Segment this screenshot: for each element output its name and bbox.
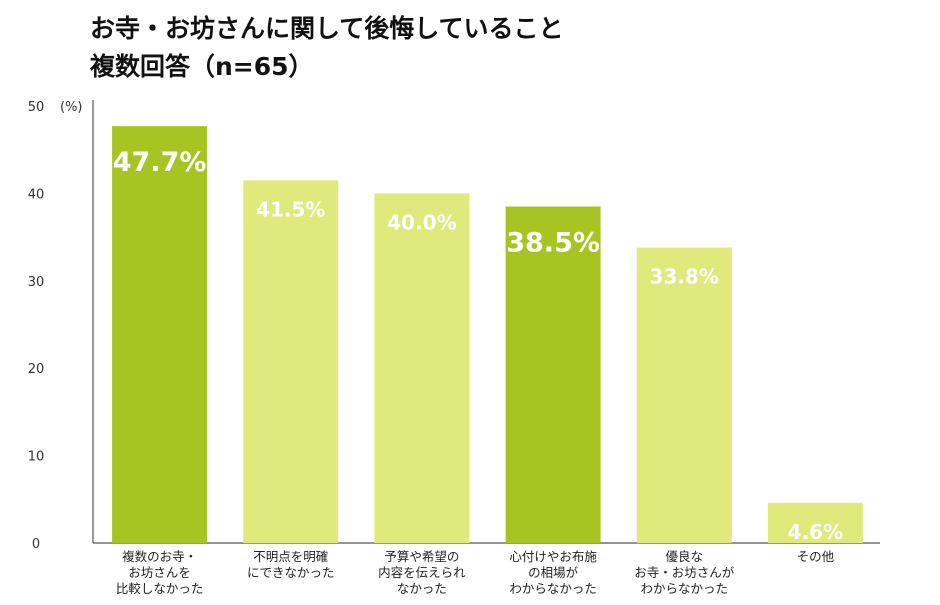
x-category-label-line: わからなかった <box>509 581 597 596</box>
data-label: 4.6% <box>788 520 843 544</box>
y-tick-label: 50 <box>28 100 45 115</box>
y-tick-label: 30 <box>28 275 45 290</box>
bar <box>636 247 732 543</box>
x-category-label-line: お寺・お坊さんが <box>634 565 735 580</box>
data-label: 33.8% <box>650 265 719 289</box>
x-category-label-line: なかった <box>397 581 447 596</box>
x-category-label-line: 不明点を明確 <box>253 549 328 564</box>
x-category-label: 優良なお寺・お坊さんがわからなかった <box>634 549 735 596</box>
x-category-label-line: お坊さんを <box>128 565 191 580</box>
x-category-label: 複数のお寺・お坊さんを比較しなかった <box>116 549 204 596</box>
x-category-label-line: 心付けやお布施 <box>509 549 597 564</box>
bar <box>112 126 208 544</box>
x-category-label-line: の相場が <box>528 565 579 580</box>
x-category-label-line: にできなかった <box>247 565 335 580</box>
x-category-label: その他 <box>797 549 835 564</box>
bar <box>767 502 863 543</box>
data-label: 47.7% <box>113 147 207 178</box>
chart-title: お寺・お坊さんに関して後悔していること <box>90 14 564 43</box>
x-category-label: 心付けやお布施の相場がわからなかった <box>509 549 597 596</box>
y-tick-label: 0 <box>32 537 40 552</box>
x-category-label-line: 予算や希望の <box>384 549 459 564</box>
x-category-label: 予算や希望の内容を伝えられなかった <box>378 549 466 596</box>
x-category-label: 不明点を明確にできなかった <box>247 549 335 580</box>
y-axis-unit: (%) <box>60 100 83 115</box>
x-category-label-line: わからなかった <box>640 581 728 596</box>
bar <box>505 206 601 543</box>
x-category-label-line: 優良な <box>665 549 703 564</box>
y-tick-label: 40 <box>28 187 45 202</box>
bar <box>374 193 470 543</box>
data-label: 41.5% <box>256 197 325 221</box>
bar <box>243 180 339 544</box>
x-category-label-line: 複数のお寺・ <box>122 549 197 564</box>
x-category-label-line: 内容を伝えられ <box>378 565 466 580</box>
x-category-label-line: 比較しなかった <box>116 581 204 596</box>
data-label: 38.5% <box>506 228 600 259</box>
y-tick-label: 10 <box>28 450 45 465</box>
chart-subtitle: 複数回答（n=65） <box>90 52 314 81</box>
x-category-label-line: その他 <box>797 549 835 564</box>
y-tick-label: 20 <box>28 362 45 377</box>
data-label: 40.0% <box>387 210 456 234</box>
